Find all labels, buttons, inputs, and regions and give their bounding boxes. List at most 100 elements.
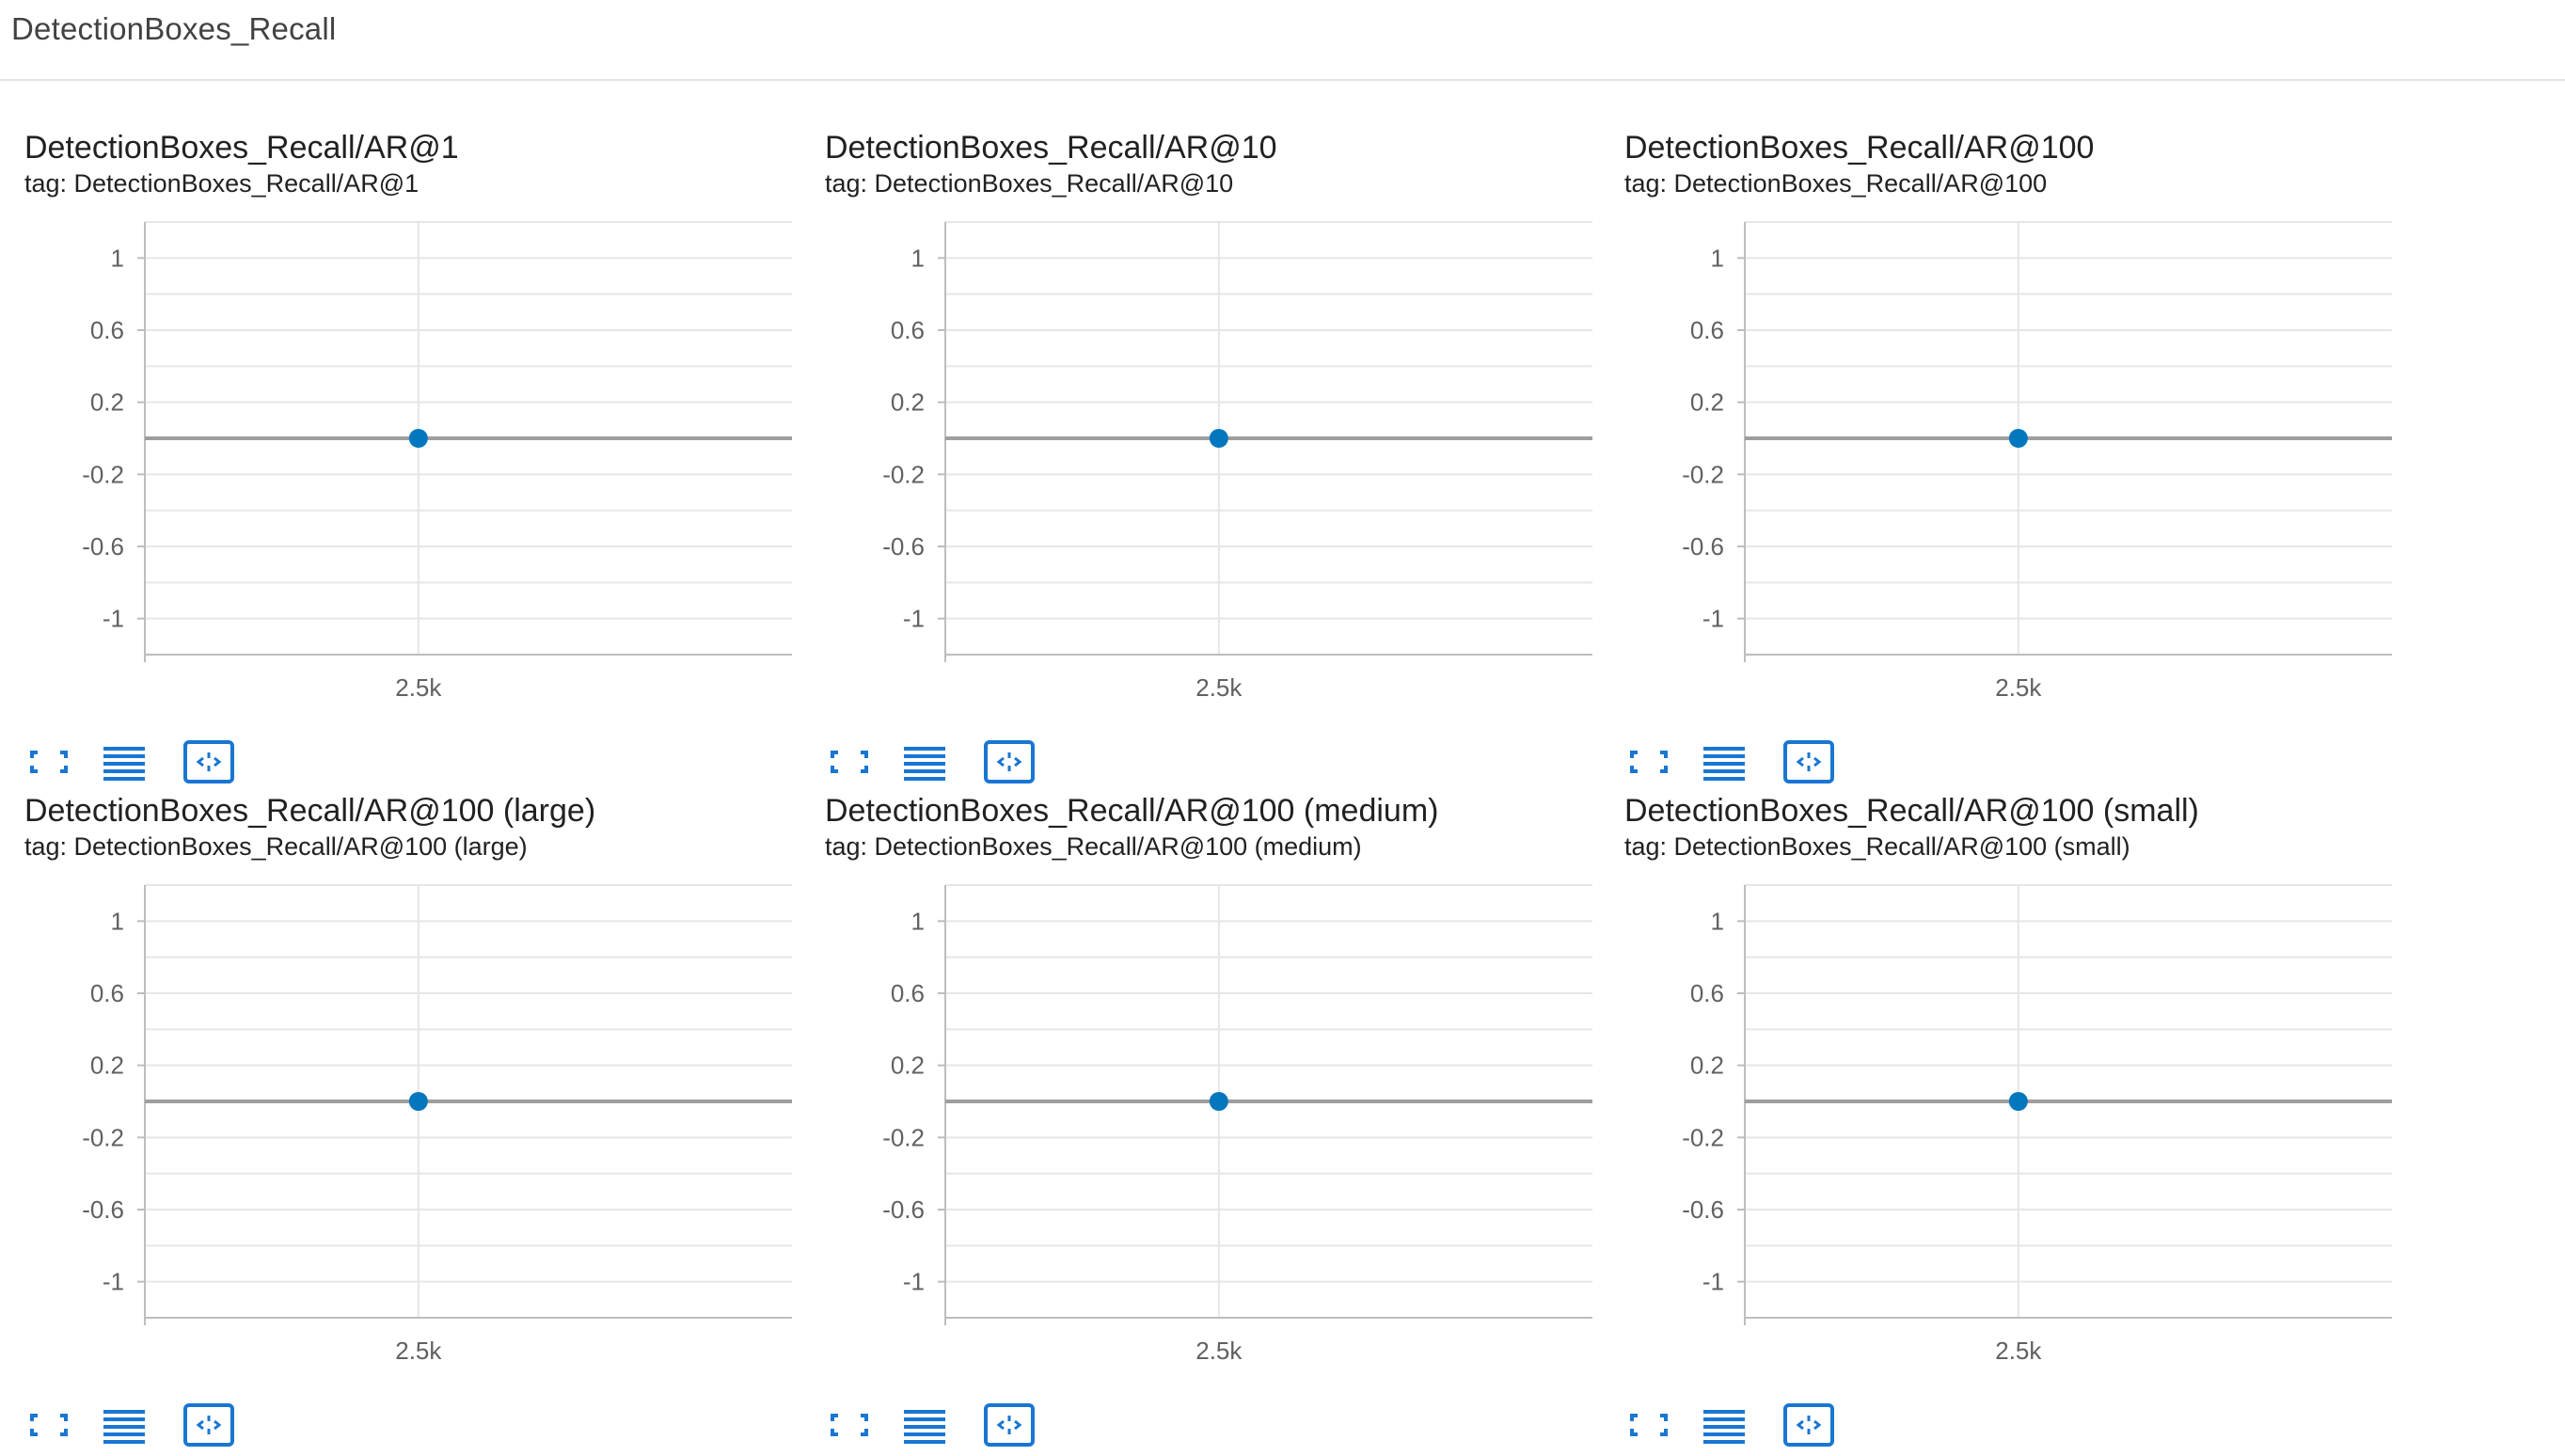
fit-domain-button[interactable] (182, 739, 235, 784)
fullscreen-icon (823, 751, 876, 788)
y-tick-label: -0.2 (1682, 460, 1724, 488)
toggle-y-log-button[interactable] (1698, 1402, 1750, 1448)
toggle-y-log-button[interactable] (1698, 739, 1750, 784)
chart-controls (23, 1402, 305, 1448)
y-tick-label: -0.2 (82, 1123, 124, 1151)
x-tick-label: 2.5k (1195, 1337, 1243, 1365)
fit-domain-icon (182, 1403, 235, 1451)
x-tick-label: 2.5k (395, 673, 442, 702)
y-tick-label: 0.6 (90, 316, 124, 344)
fit-domain-button[interactable] (182, 1402, 235, 1448)
chart-controls (23, 739, 305, 784)
section-header[interactable]: DetectionBoxes_Recall (0, 0, 2565, 81)
fullscreen-button[interactable] (23, 1402, 75, 1448)
y-tick-label: -1 (1702, 1268, 1724, 1296)
scalar-card-ar-100-small: DetectionBoxes_Recall/AR@100 (small) tag… (1602, 793, 2392, 1456)
y-tick-label: -1 (103, 605, 124, 633)
card-title: DetectionBoxes_Recall/AR@10 (825, 130, 1277, 166)
data-point (1209, 429, 1228, 448)
y-tick-label: 1 (111, 907, 124, 935)
y-tick-label: -0.6 (882, 1195, 925, 1224)
y-tick-label: 0.6 (891, 316, 925, 344)
fullscreen-button[interactable] (823, 739, 876, 784)
chart-controls (1623, 1402, 1905, 1448)
card-tag: tag: DetectionBoxes_Recall/AR@100 (large… (24, 832, 528, 861)
y-tick-label: -0.6 (82, 532, 124, 561)
y-tick-label: -0.2 (882, 460, 925, 488)
fullscreen-icon (1623, 751, 1675, 788)
fit-domain-icon (983, 740, 1036, 788)
chart[interactable]: 1 0.6 0.2 -0.2 -0.6 -1 2.5k (2, 205, 792, 732)
y-tick-label: 1 (1711, 244, 1724, 272)
y-tick-label: 0.6 (1690, 979, 1724, 1007)
y-tick-label: -0.6 (82, 1195, 124, 1224)
fit-domain-button[interactable] (983, 1402, 1036, 1448)
card-title: DetectionBoxes_Recall/AR@100 (small) (1624, 793, 2199, 829)
y-tick-label: -0.2 (882, 1123, 925, 1151)
fit-domain-button[interactable] (1782, 1402, 1835, 1448)
y-tick-label: 0.2 (1690, 388, 1724, 417)
fullscreen-button[interactable] (823, 1402, 876, 1448)
card-title: DetectionBoxes_Recall/AR@1 (24, 130, 459, 166)
x-tick-label: 2.5k (395, 1337, 442, 1365)
chart-controls (823, 739, 1105, 784)
y-tick-label: 1 (111, 244, 124, 272)
scalar-card-ar-100-large: DetectionBoxes_Recall/AR@100 (large) tag… (2, 793, 792, 1456)
fullscreen-icon (823, 1414, 876, 1451)
fit-domain-button[interactable] (1782, 739, 1835, 784)
toggle-y-log-icon (98, 1410, 150, 1451)
fullscreen-icon (23, 1414, 75, 1451)
chart[interactable]: 1 0.6 0.2 -0.2 -0.6 -1 2.5k (1602, 868, 2392, 1395)
card-tag: tag: DetectionBoxes_Recall/AR@100 (1624, 169, 2048, 198)
y-tick-label: -0.6 (882, 532, 925, 561)
data-point (408, 1092, 428, 1111)
fit-domain-icon (983, 1403, 1036, 1451)
card-title: DetectionBoxes_Recall/AR@100 (1624, 130, 2095, 166)
card-title: DetectionBoxes_Recall/AR@100 (large) (24, 793, 596, 829)
chart[interactable]: 1 0.6 0.2 -0.2 -0.6 -1 2.5k (802, 205, 1592, 732)
toggle-y-log-icon (898, 1410, 951, 1451)
x-tick-label: 2.5k (1995, 673, 2042, 702)
x-tick-label: 2.5k (1995, 1337, 2042, 1365)
y-tick-label: -0.6 (1682, 1195, 1724, 1224)
scalar-card-ar-100-medium: DetectionBoxes_Recall/AR@100 (medium) ta… (802, 793, 1592, 1456)
toggle-y-log-button[interactable] (898, 739, 951, 784)
toggle-y-log-button[interactable] (98, 739, 150, 784)
fullscreen-button[interactable] (1623, 1402, 1675, 1448)
chart[interactable]: 1 0.6 0.2 -0.2 -0.6 -1 2.5k (2, 868, 792, 1395)
data-point (408, 429, 428, 448)
card-tag: tag: DetectionBoxes_Recall/AR@1 (24, 169, 420, 198)
data-point (2008, 1092, 2028, 1111)
section-title: DetectionBoxes_Recall (11, 11, 337, 46)
data-point (2008, 429, 2028, 448)
card-title: DetectionBoxes_Recall/AR@100 (medium) (825, 793, 1439, 829)
toggle-y-log-button[interactable] (98, 1402, 150, 1448)
chart[interactable]: 1 0.6 0.2 -0.2 -0.6 -1 2.5k (802, 868, 1592, 1395)
toggle-y-log-icon (98, 747, 150, 788)
card-tag: tag: DetectionBoxes_Recall/AR@100 (mediu… (825, 832, 1362, 861)
toggle-y-log-button[interactable] (898, 1402, 951, 1448)
y-tick-label: -0.2 (82, 460, 124, 488)
chart-controls (823, 1402, 1105, 1448)
y-tick-label: -1 (903, 1268, 925, 1296)
y-tick-label: 0.2 (891, 388, 925, 417)
x-tick-label: 2.5k (1195, 673, 1243, 702)
chart[interactable]: 1 0.6 0.2 -0.2 -0.6 -1 2.5k (1602, 205, 2392, 732)
fit-domain-icon (1782, 1403, 1835, 1451)
fit-domain-button[interactable] (983, 739, 1036, 784)
fullscreen-button[interactable] (1623, 739, 1675, 784)
fullscreen-button[interactable] (23, 739, 75, 784)
scalar-card-ar-100: DetectionBoxes_Recall/AR@100 tag: Detect… (1602, 130, 2392, 793)
y-tick-label: 0.2 (90, 388, 124, 417)
y-tick-label: 1 (911, 907, 925, 935)
data-point (1209, 1092, 1228, 1111)
fit-domain-icon (182, 740, 235, 788)
chart-controls (1623, 739, 1905, 784)
y-tick-label: 0.6 (891, 979, 925, 1007)
y-tick-label: -0.2 (1682, 1123, 1724, 1151)
y-tick-label: 0.6 (1690, 316, 1724, 344)
y-tick-label: -0.6 (1682, 532, 1724, 561)
y-tick-label: 0.2 (90, 1052, 124, 1080)
toggle-y-log-icon (1698, 747, 1750, 788)
y-tick-label: 0.2 (1690, 1052, 1724, 1080)
